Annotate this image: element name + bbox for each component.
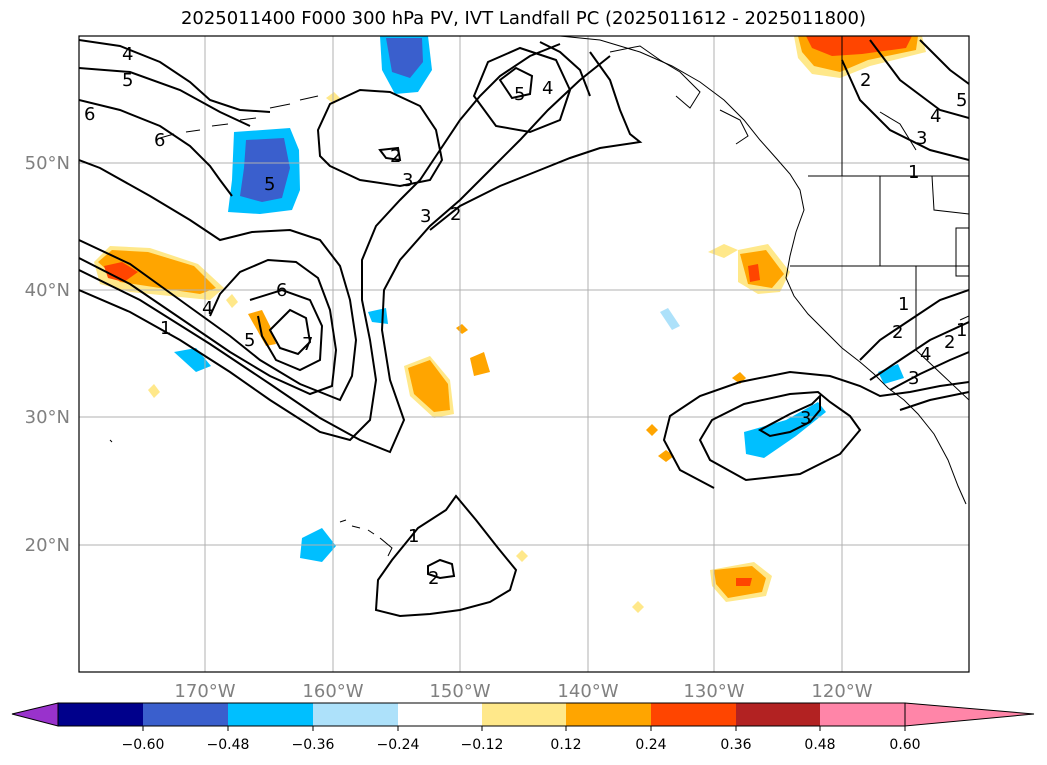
colorbar-tick-label: 0.60 bbox=[889, 737, 920, 753]
contour-label: 3 bbox=[908, 368, 919, 389]
latitude-labels: 50°N 40°N 30°N 20°N bbox=[25, 153, 70, 556]
lon-label-130w: 130°W bbox=[683, 681, 744, 702]
contour-label: 5 bbox=[514, 84, 525, 105]
contour-label: 7 bbox=[302, 334, 313, 355]
colorbar-segment bbox=[313, 703, 398, 726]
contour-label: 3 bbox=[800, 408, 811, 429]
map-background bbox=[79, 36, 969, 672]
graticule bbox=[79, 36, 969, 672]
colorbar-segment bbox=[482, 703, 566, 726]
contour-label: 4 bbox=[202, 298, 213, 319]
lon-label-150w: 150°W bbox=[429, 681, 490, 702]
contour-label: 5 bbox=[244, 330, 255, 351]
contour-label: 3 bbox=[402, 170, 413, 191]
colorbar-segment bbox=[566, 703, 651, 726]
colorbar-tick-label: −0.24 bbox=[377, 737, 420, 753]
contour-label: 2 bbox=[390, 146, 401, 167]
contour-label: 1 bbox=[408, 526, 419, 547]
contour-label: 2 bbox=[892, 322, 903, 343]
lon-label-140w: 140°W bbox=[557, 681, 618, 702]
contour-label: 4 bbox=[930, 106, 941, 127]
colorbar-tick-label: −0.12 bbox=[461, 737, 504, 753]
contour-label: 6 bbox=[276, 280, 287, 301]
colorbar-tick-label: 0.36 bbox=[720, 737, 751, 753]
map-title: 2025011400 F000 300 hPa PV, IVT Landfall… bbox=[180, 8, 867, 29]
lat-label-20n: 20°N bbox=[25, 535, 70, 556]
contour-label: 1 bbox=[898, 294, 909, 315]
contour-label: 1 bbox=[956, 320, 967, 341]
lon-label-120w: 120°W bbox=[811, 681, 872, 702]
contour-label: 5 bbox=[264, 174, 275, 195]
contour-label: 1 bbox=[908, 162, 919, 183]
colorbar-segment bbox=[398, 703, 482, 726]
colorbar-segment bbox=[228, 703, 313, 726]
contour-label: 5 bbox=[122, 70, 133, 91]
colorbar-extend-high bbox=[904, 702, 1035, 727]
colorbar-segment bbox=[820, 703, 905, 726]
contour-label: 4 bbox=[920, 344, 931, 365]
colorbar: −0.60 −0.48 −0.36 −0.24 −0.12 0.12 0.24 … bbox=[11, 702, 1035, 753]
contour-label: 3 bbox=[916, 128, 927, 149]
colorbar-tick-label: 0.24 bbox=[635, 737, 666, 753]
lat-label-40n: 40°N bbox=[25, 280, 70, 301]
colorbar-tick-label: −0.48 bbox=[207, 737, 250, 753]
longitude-labels: 170°W 160°W 150°W 140°W 130°W 120°W bbox=[174, 681, 872, 702]
positive-anomaly-fields bbox=[94, 36, 926, 613]
colorbar-tick-label: 0.48 bbox=[804, 737, 835, 753]
contour-label: 2 bbox=[428, 568, 439, 589]
map-frame bbox=[78, 35, 970, 673]
contour-label: 2 bbox=[944, 332, 955, 353]
contour-label: 6 bbox=[154, 130, 165, 151]
lat-label-50n: 50°N bbox=[25, 153, 70, 174]
contour-label: 2 bbox=[450, 204, 461, 225]
colorbar-segment bbox=[736, 703, 820, 726]
contour-label: 1 bbox=[160, 318, 171, 339]
contour-label: 4 bbox=[122, 44, 133, 65]
colorbar-segment bbox=[651, 703, 736, 726]
lon-label-160w: 160°W bbox=[302, 681, 363, 702]
contour-label: 5 bbox=[956, 90, 967, 111]
colorbar-extend-low bbox=[11, 702, 59, 727]
lat-label-30n: 30°N bbox=[25, 407, 70, 428]
colorbar-tick-label: 0.12 bbox=[550, 737, 581, 753]
colorbar-tick-labels: −0.60 −0.48 −0.36 −0.24 −0.12 0.12 0.24 … bbox=[122, 737, 921, 753]
contour-label: 2 bbox=[860, 70, 871, 91]
pv-contours bbox=[79, 39, 969, 618]
colorbar-ticks bbox=[142, 726, 906, 731]
colorbar-tick-label: −0.36 bbox=[292, 737, 335, 753]
colorbar-segment bbox=[58, 703, 143, 726]
contour-label: 6 bbox=[84, 104, 95, 125]
contour-label: 4 bbox=[542, 78, 553, 99]
contour-labels: 4 5 6 6 5 2 3 5 4 3 2 1 6 5 7 4 1 2 5 4 … bbox=[84, 44, 967, 589]
contour-label: 3 bbox=[420, 206, 431, 227]
colorbar-tick-label: −0.60 bbox=[122, 737, 165, 753]
lon-label-170w: 170°W bbox=[174, 681, 235, 702]
colorbar-segment bbox=[143, 703, 228, 726]
